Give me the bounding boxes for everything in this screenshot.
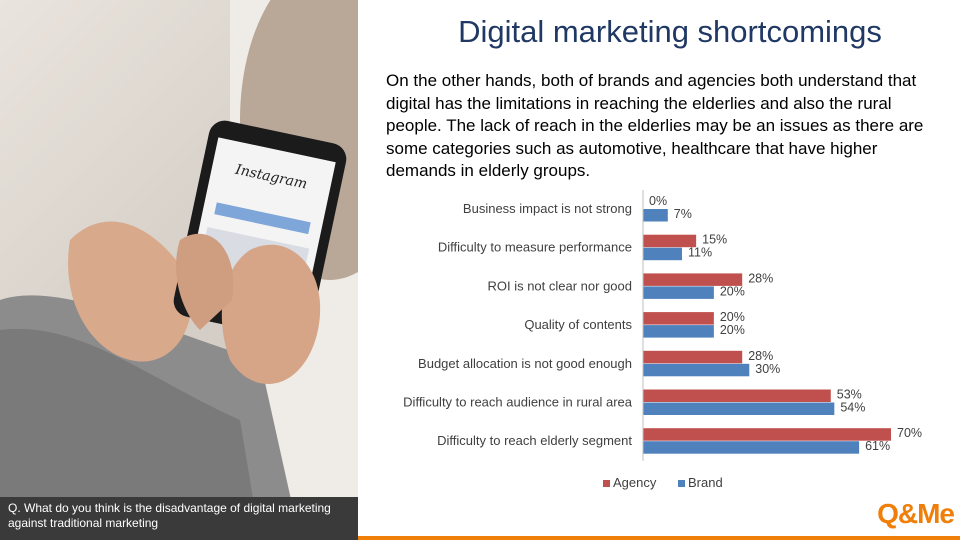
bar-brand [643,363,750,377]
data-label: 30% [755,362,780,376]
data-label: 15% [702,233,727,247]
category-label: Difficulty to reach audience in rural ar… [403,395,633,410]
data-label: 28% [748,349,773,363]
bar-agency [643,234,697,248]
hero-photo: Instagram [0,0,358,540]
data-label: 7% [674,207,692,221]
survey-question-caption: Q. What do you think is the disadvantage… [0,497,358,540]
legend-label-brand: Brand [688,475,723,490]
data-label: 54% [840,401,865,415]
legend-swatch-agency [603,480,610,487]
bar-agency [643,350,743,364]
category-label: Business impact is not strong [463,201,632,216]
bar-brand [643,247,682,261]
bar-brand [643,209,668,222]
category-label: Difficulty to measure performance [438,240,632,255]
category-label: Budget allocation is not good enough [418,356,632,371]
data-label: 70% [897,426,922,440]
bar-agency [643,312,714,325]
data-label: 53% [837,388,862,402]
legend-swatch-brand [678,480,685,487]
phone-photo-illustration: Instagram [0,0,358,540]
data-label: 20% [720,323,745,337]
bar-brand [643,441,860,454]
legend-label-agency: Agency [613,475,657,490]
data-label: 28% [748,271,773,285]
category-label: Quality of contents [524,317,632,332]
slide-title: Digital marketing shortcomings [458,14,882,49]
bar-brand [643,402,835,415]
footer-accent-bar [358,536,960,540]
data-label: 61% [865,439,890,453]
bar-brand [643,286,714,299]
bar-brand [643,325,714,338]
bar-chart: Business impact is not strong 0% 7% Difficu… [403,190,922,490]
data-label: 11% [688,246,712,260]
data-label: 20% [720,310,745,324]
category-label: ROI is not clear nor good [487,278,632,293]
bar-agency [643,389,831,402]
category-label: Difficulty to reach elderly segment [437,433,632,448]
data-label: 0% [649,194,667,208]
bar-agency [643,273,743,286]
qme-logo: Q&Me [877,498,955,529]
slide-description: On the other hands, both of brands and a… [386,71,924,180]
bar-agency [643,428,891,441]
data-label: 20% [720,284,745,298]
